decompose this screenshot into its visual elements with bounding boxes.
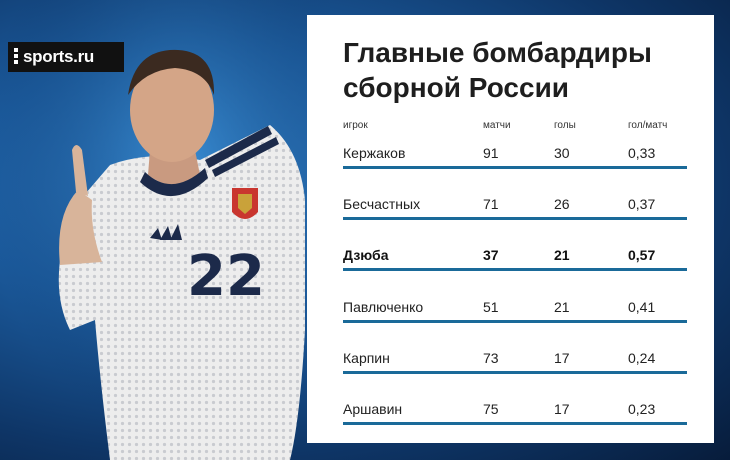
row-divider: [343, 371, 687, 374]
player-name: Бесчастных: [343, 196, 421, 212]
ratio-value: 0,33: [628, 145, 656, 161]
ratio-value: 0,41: [628, 299, 656, 315]
sports-ru-logo: sports.ru: [8, 42, 124, 72]
header-player: игрок: [343, 120, 368, 131]
scorers-table-card: Главные бомбардиры сборной России игрок …: [307, 15, 714, 443]
player-photo: 22: [0, 0, 330, 460]
crest-icon: [232, 188, 258, 219]
goals-value: 17: [554, 401, 570, 417]
row-divider: [343, 268, 687, 271]
row-divider: [343, 422, 687, 425]
matches-value: 73: [483, 350, 499, 366]
player-name: Кержаков: [343, 145, 406, 161]
matches-value: 51: [483, 299, 499, 315]
row-divider: [343, 217, 687, 220]
matches-value: 91: [483, 145, 499, 161]
logo-mark-icon: [14, 48, 18, 66]
matches-value: 37: [483, 247, 499, 263]
table-row: Карпин 73 17 0,24: [343, 346, 687, 376]
table-row: Павлюченко 51 21 0,41: [343, 295, 687, 325]
goals-value: 26: [554, 196, 570, 212]
row-divider: [343, 166, 687, 169]
ratio-value: 0,24: [628, 350, 656, 366]
header-ratio: гол/матч: [628, 120, 668, 131]
player-name: Аршавин: [343, 401, 403, 417]
matches-value: 71: [483, 196, 499, 212]
row-divider: [343, 320, 687, 323]
matches-value: 75: [483, 401, 499, 417]
goals-value: 21: [554, 247, 570, 263]
player-name: Дзюба: [343, 247, 389, 263]
shirt-number: 22: [187, 244, 265, 309]
logo-text: sports.ru: [23, 47, 94, 66]
player-name: Карпин: [343, 350, 390, 366]
goals-value: 17: [554, 350, 570, 366]
header-goals: голы: [554, 120, 576, 131]
ratio-value: 0,23: [628, 401, 656, 417]
table-row: Аршавин 75 17 0,23: [343, 397, 687, 427]
table-row: Бесчастных 71 26 0,37: [343, 192, 687, 222]
table-row: Кержаков 91 30 0,33: [343, 141, 687, 171]
page-title: Главные бомбардиры сборной России: [343, 37, 652, 103]
player-name: Павлюченко: [343, 299, 424, 315]
goals-value: 21: [554, 299, 570, 315]
table-row-highlighted: Дзюба 37 21 0,57: [343, 243, 687, 273]
ratio-value: 0,57: [628, 247, 656, 263]
ratio-value: 0,37: [628, 196, 656, 212]
header-matches: матчи: [483, 120, 511, 131]
goals-value: 30: [554, 145, 570, 161]
